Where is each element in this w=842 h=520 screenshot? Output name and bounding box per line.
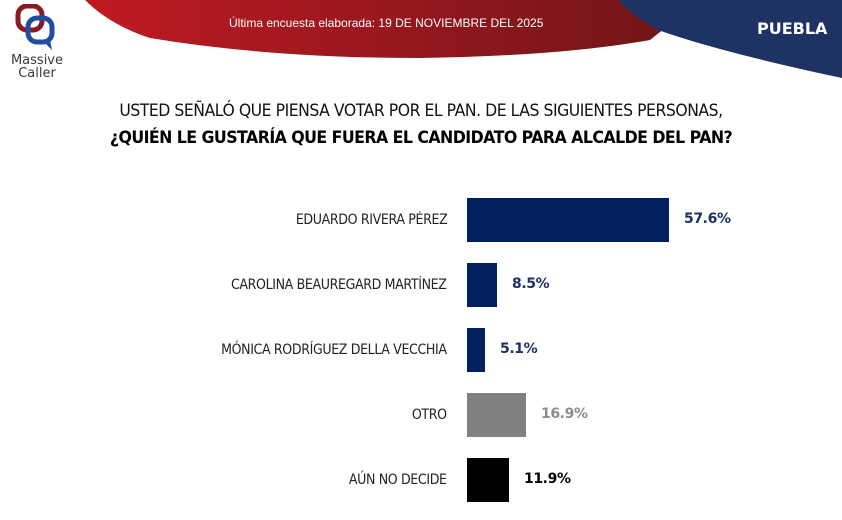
bar [467,393,526,437]
logo-text-caller: Caller [18,66,56,81]
bar-row: AÚN NO DECIDE 11.9% [0,458,842,502]
bar-label: EDUARDO RIVERA PÉREZ [295,212,447,228]
region-label: PUEBLA [757,19,828,38]
bar [467,458,509,502]
massive-caller-logo: Massive Caller [4,3,66,86]
bar-row: MÓNICA RODRÍGUEZ DELLA VECCHIA 5.1% [0,328,842,372]
bar [467,198,669,242]
bar-value: 11.9% [524,471,571,487]
bar-value: 57.6% [684,211,731,227]
bar-value: 16.9% [541,406,588,422]
header-banner [85,0,842,78]
bar [467,263,497,307]
question-line-2: ¿QUIÉN LE GUSTARÍA QUE FUERA EL CANDIDAT… [109,128,733,148]
question-line-1: USTED SEÑALÓ QUE PIENSA VOTAR POR EL PAN… [119,101,723,121]
bar-value: 5.1% [500,341,538,357]
bar-label: MÓNICA RODRÍGUEZ DELLA VECCHIA [221,342,447,358]
bar-label: OTRO [412,407,447,423]
logo-text-massive: Massive [10,53,64,68]
bar-row: EDUARDO RIVERA PÉREZ 57.6% [0,198,842,242]
bar-row: CAROLINA BEAUREGARD MARTÍNEZ 8.5% [0,263,842,307]
bar [467,328,485,372]
bar-row: OTRO 16.9% [0,393,842,437]
survey-date: Última encuesta elaborada: 19 DE NOVIEMB… [229,16,544,30]
bar-label: CAROLINA BEAUREGARD MARTÍNEZ [231,277,447,293]
chat-bubbles-icon [15,3,55,50]
bar-value: 8.5% [512,276,550,292]
bar-label: AÚN NO DECIDE [349,472,447,488]
